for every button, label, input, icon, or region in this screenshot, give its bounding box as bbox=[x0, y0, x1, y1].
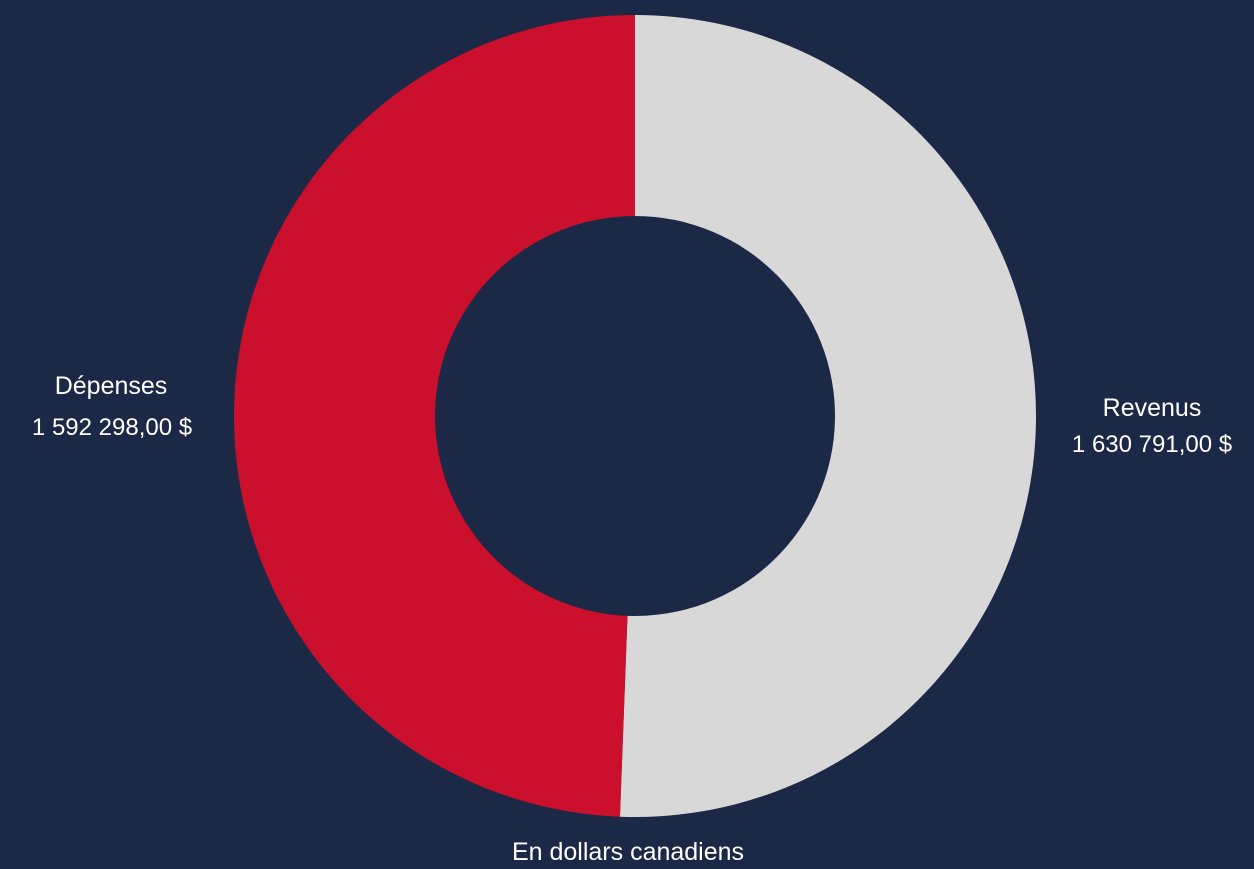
slice-label-revenus-name: Revenus bbox=[1103, 394, 1202, 422]
currency-note: En dollars canadiens bbox=[512, 838, 744, 866]
slice-label-depenses-value: 1 592 298,00 $ bbox=[32, 414, 192, 441]
slice-label-depenses-name: Dépenses bbox=[55, 372, 168, 400]
slice-depenses bbox=[234, 15, 635, 817]
slice-revenus bbox=[619, 15, 1036, 817]
donut-slices bbox=[234, 15, 1036, 817]
slice-label-revenus-value: 1 630 791,00 $ bbox=[1072, 431, 1232, 458]
